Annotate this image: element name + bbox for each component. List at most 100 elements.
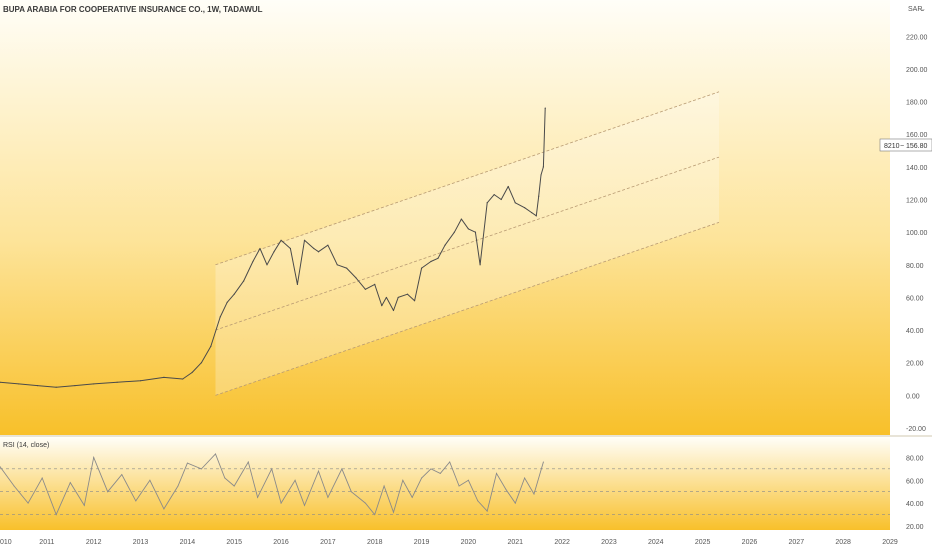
rsi-point <box>327 496 329 498</box>
price-point <box>139 380 142 382</box>
y-tick-label: 140.00 <box>906 165 928 172</box>
price-label-symbol: 8210 <box>884 143 900 150</box>
rsi-point <box>55 514 57 516</box>
rsi-point <box>430 468 432 470</box>
price-point <box>381 305 383 307</box>
rsi-point <box>149 479 151 481</box>
price-point <box>182 378 184 380</box>
x-tick-label: 2017 <box>320 539 336 546</box>
rsi-point <box>27 502 29 504</box>
rsi-point <box>477 500 479 502</box>
chart-title: BUPA ARABIA FOR COOPERATIVE INSURANCE CO… <box>3 5 263 14</box>
rsi-point <box>449 461 451 463</box>
x-tick-label: 2021 <box>507 539 523 546</box>
rsi-point <box>121 474 123 476</box>
rsi-point <box>200 468 202 470</box>
price-point <box>233 293 235 295</box>
price-point <box>18 383 20 385</box>
price-point <box>397 296 399 299</box>
price-point <box>542 166 544 168</box>
rsi-pane-background <box>0 437 890 530</box>
x-tick-label: 2018 <box>367 539 383 546</box>
price-point <box>406 293 409 295</box>
x-tick-label: 2012 <box>86 539 102 546</box>
y-tick-label: 120.00 <box>906 198 928 205</box>
price-point <box>420 267 423 269</box>
rsi-point <box>505 488 507 490</box>
x-tick-label: 2027 <box>789 539 805 546</box>
price-label-box <box>879 138 932 152</box>
price-point <box>531 211 533 214</box>
price-point <box>317 251 320 253</box>
rsi-point <box>524 477 526 479</box>
price-point <box>430 260 432 263</box>
price-point <box>74 384 76 387</box>
rsi-point <box>514 502 516 504</box>
price-point <box>493 194 495 196</box>
rsi-point <box>533 493 535 495</box>
x-tick-label: 2025 <box>695 539 711 546</box>
price-point <box>453 231 455 233</box>
price-point <box>36 384 39 387</box>
price-point <box>486 202 488 204</box>
rsi-point <box>374 514 376 516</box>
rsi-y-tick-label: 20.00 <box>906 524 924 531</box>
x-tick-label: 2026 <box>742 539 758 546</box>
rsi-point <box>107 491 109 493</box>
y-tick-label: 80.00 <box>906 263 924 270</box>
price-label-separator: − <box>900 143 904 150</box>
rsi-y-tick-label: 80.00 <box>906 455 924 462</box>
rsi-point <box>163 508 165 510</box>
rsi-point <box>83 504 85 506</box>
price-point <box>93 383 95 385</box>
rsi-point <box>257 496 259 498</box>
rsi-point <box>486 510 488 512</box>
x-tick-label: 2020 <box>461 539 477 546</box>
rsi-point <box>233 485 235 487</box>
price-point <box>200 362 203 364</box>
x-tick-label: 2024 <box>648 539 664 546</box>
price-point <box>163 376 165 379</box>
rsi-point <box>41 477 43 479</box>
rsi-title: RSI (14, close) <box>3 442 49 449</box>
y-tick-label: -20.00 <box>906 426 926 433</box>
rsi-point <box>271 468 273 470</box>
rsi-point <box>247 461 249 463</box>
rsi-point <box>496 472 498 474</box>
rsi-y-tick-label: 40.00 <box>906 501 924 508</box>
rsi-point <box>294 479 296 481</box>
price-point <box>479 264 481 266</box>
price-point <box>259 247 261 250</box>
rsi-point <box>421 477 423 479</box>
price-point <box>252 260 254 263</box>
channel-lower-line <box>215 221 720 396</box>
rsi-point <box>13 485 15 487</box>
price-line <box>0 108 546 388</box>
price-series <box>0 107 546 388</box>
axes: -20.00 0.00 20.00 40.00 60.00 80.00 100.00 120.… <box>0 34 928 546</box>
rsi-y-tick-label: 60.00 <box>906 478 924 485</box>
rsi-point <box>458 485 460 487</box>
x-tick-label: 2022 <box>554 539 570 546</box>
price-point <box>346 267 348 269</box>
price-point <box>444 244 446 246</box>
rsi-point <box>224 477 226 479</box>
price-point <box>514 202 516 204</box>
price-point <box>273 251 275 253</box>
price-point <box>327 244 329 246</box>
x-tick-label: 2014 <box>180 539 196 546</box>
rsi-point <box>280 502 282 504</box>
rsi-point <box>93 456 95 458</box>
currency-chevron-icon[interactable]: ⌄ <box>920 6 926 13</box>
x-tick-label: 2023 <box>601 539 617 546</box>
y-tick-label: 60.00 <box>906 295 924 302</box>
price-point <box>303 239 306 241</box>
price-point <box>437 257 439 259</box>
rsi-point <box>402 479 404 481</box>
price-label-value: 156.80 <box>906 143 928 150</box>
rsi-point <box>467 479 469 481</box>
x-tick-label: 2015 <box>226 539 242 546</box>
price-point <box>355 277 357 279</box>
price-point <box>535 215 537 217</box>
